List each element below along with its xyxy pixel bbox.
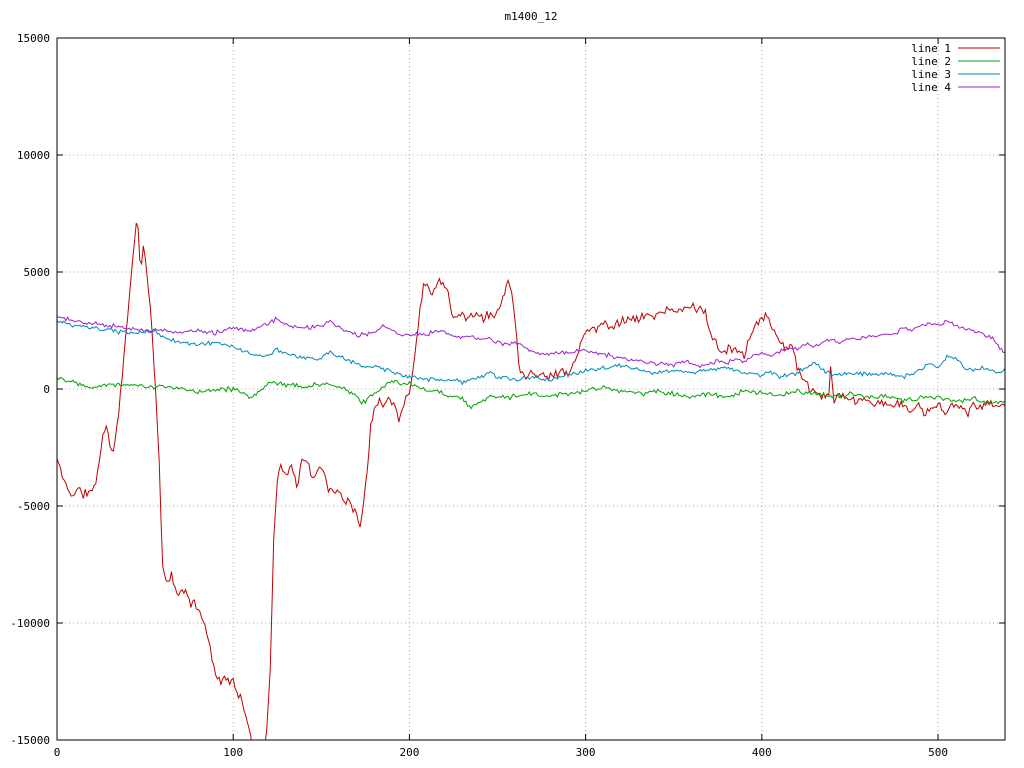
legend-entry: line 1 — [911, 42, 1000, 55]
y-tick-label: -15000 — [10, 734, 50, 747]
chart-title: m1400_12 — [505, 10, 558, 23]
series-line-3 — [57, 320, 1005, 386]
x-tick-label: 400 — [752, 746, 772, 759]
legend-entry: line 3 — [911, 68, 1000, 81]
legend-label: line 1 — [911, 42, 951, 55]
y-tick-label: 5000 — [24, 266, 51, 279]
axis-labels: 0 100 200 300 400 500 -15000 -10000 -5000 0 5000 10… — [10, 32, 948, 759]
y-tick-label: -10000 — [10, 617, 50, 630]
x-tick-label: 300 — [576, 746, 596, 759]
axis-ticks — [56, 37, 1005, 741]
legend-label: line 3 — [911, 68, 951, 81]
legend-entry: line 4 — [911, 81, 1000, 94]
x-tick-label: 100 — [223, 746, 243, 759]
series-line-2 — [57, 376, 1005, 410]
y-tick-label: 10000 — [17, 149, 50, 162]
legend-label: line 4 — [911, 81, 951, 94]
x-tick-label: 200 — [399, 746, 419, 759]
grid-lines — [56, 37, 1005, 741]
plot-border — [56, 37, 1006, 741]
data-series — [57, 222, 1005, 740]
y-tick-label: -5000 — [17, 500, 50, 513]
y-tick-label: 0 — [43, 383, 50, 396]
legend-label: line 2 — [911, 55, 951, 68]
y-tick-label: 15000 — [17, 32, 50, 45]
x-tick-label: 0 — [54, 746, 61, 759]
legend-entry: line 2 — [911, 55, 1000, 68]
x-tick-label: 500 — [928, 746, 948, 759]
series-line-1 — [57, 222, 1005, 740]
series-line-4 — [57, 316, 1005, 369]
